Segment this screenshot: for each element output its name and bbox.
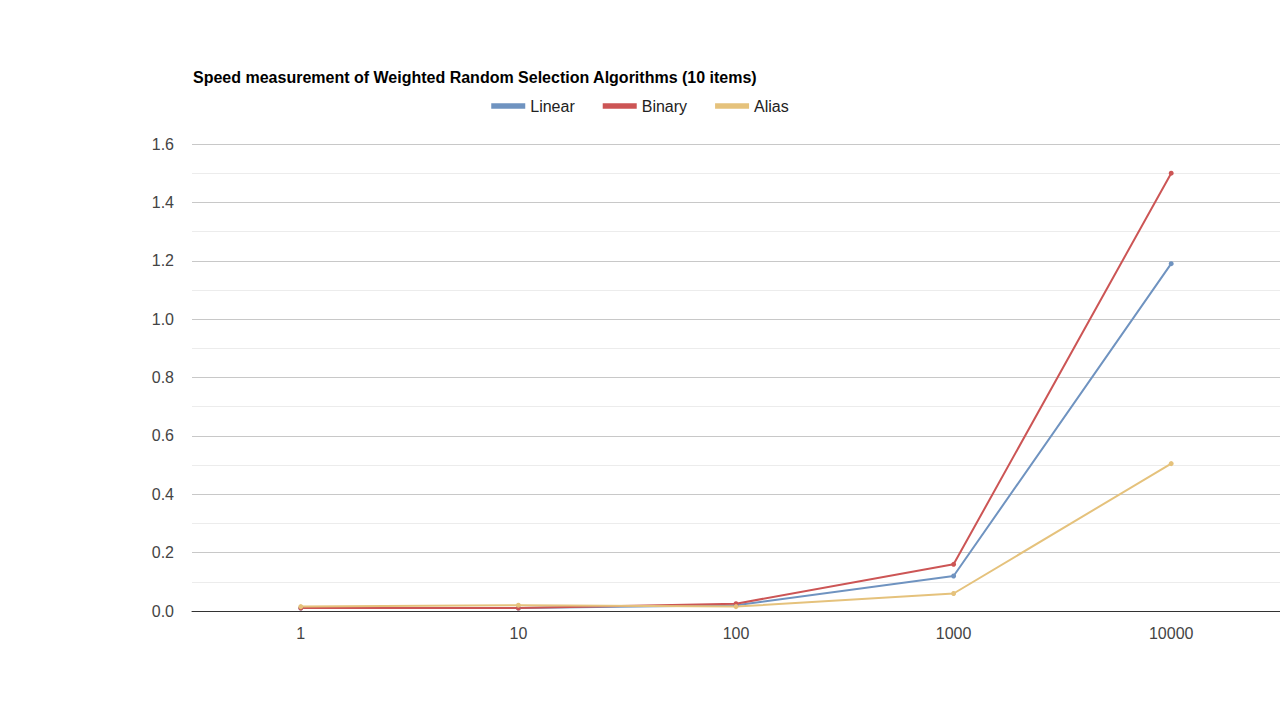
svg-text:Binary: Binary — [642, 98, 687, 115]
svg-text:1.4: 1.4 — [152, 194, 174, 211]
svg-text:1.6: 1.6 — [152, 136, 174, 153]
svg-text:1.2: 1.2 — [152, 252, 174, 269]
svg-text:Linear: Linear — [530, 98, 575, 115]
svg-text:0.8: 0.8 — [152, 369, 174, 386]
svg-text:0.0: 0.0 — [152, 603, 174, 620]
svg-text:0.2: 0.2 — [152, 544, 174, 561]
svg-text:100: 100 — [723, 625, 750, 642]
svg-text:10000: 10000 — [1149, 625, 1194, 642]
svg-text:1: 1 — [296, 625, 305, 642]
svg-text:0.4: 0.4 — [152, 486, 174, 503]
svg-text:10: 10 — [510, 625, 528, 642]
svg-text:Speed measurement of Weighted: Speed measurement of Weighted Random Sel… — [193, 69, 757, 86]
svg-text:1.0: 1.0 — [152, 311, 174, 328]
svg-text:0.6: 0.6 — [152, 427, 174, 444]
svg-text:1000: 1000 — [936, 625, 972, 642]
svg-text:Alias: Alias — [754, 98, 789, 115]
